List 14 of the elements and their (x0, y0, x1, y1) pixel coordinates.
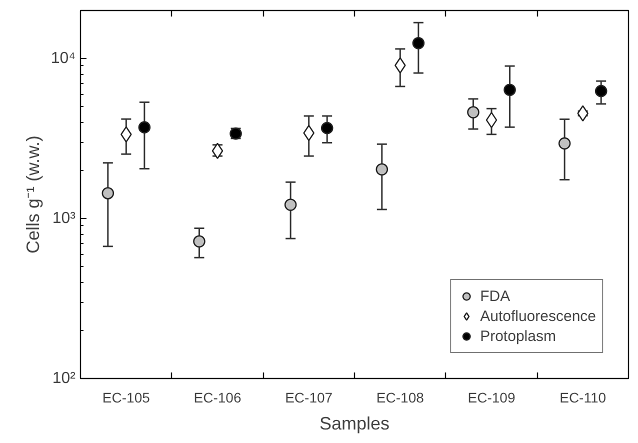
y-tick-label: 10² (52, 370, 76, 387)
x-tick-label: EC-106 (194, 390, 242, 406)
legend-label: Autofluorescence (480, 308, 596, 324)
y-axis-title: Cells g⁻¹ (w.w.) (22, 135, 43, 254)
x-tick-label: EC-105 (102, 390, 150, 406)
y-tick-label: 10³ (52, 210, 76, 228)
x-tick-label: EC-109 (468, 390, 516, 406)
legend-label: FDA (480, 288, 510, 304)
x-tick-label: EC-108 (376, 390, 424, 406)
x-axis-title: Samples (319, 414, 390, 434)
x-tick-label: EC-107 (285, 390, 333, 406)
y-tick-label: 10⁴ (50, 50, 76, 68)
legend-label: Protoplasm (480, 328, 556, 344)
x-tick-label: EC-110 (560, 390, 606, 406)
